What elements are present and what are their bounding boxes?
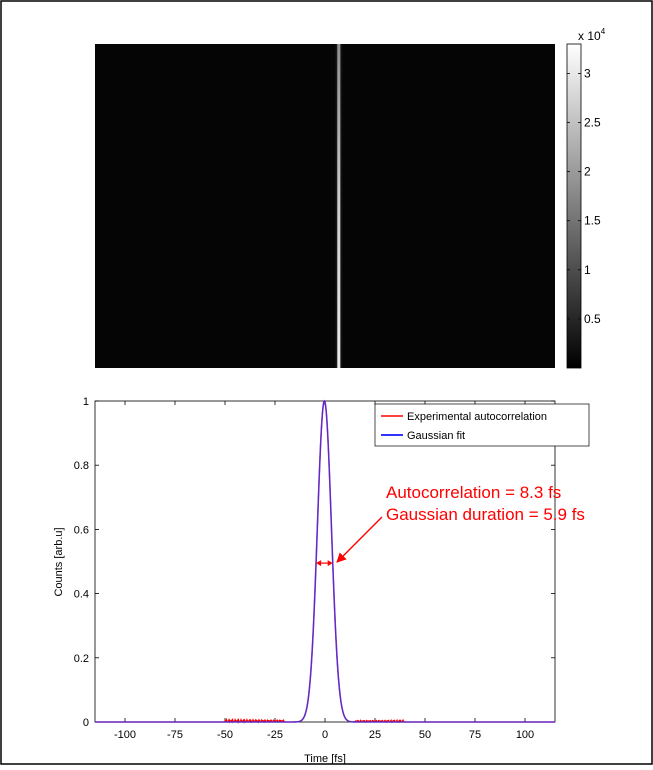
x-axis-label: Time [fs] bbox=[304, 753, 346, 765]
fwhm-marker-right-head bbox=[327, 560, 333, 567]
x-tick-label: 100 bbox=[516, 729, 534, 741]
x-tick-label: -25 bbox=[267, 729, 283, 741]
y-tick-label: 0 bbox=[83, 717, 89, 729]
y-tick-label: 1 bbox=[83, 396, 89, 408]
legend-label-gaussian: Gaussian fit bbox=[407, 430, 465, 442]
legend-label-experimental: Experimental autocorrelation bbox=[407, 411, 547, 423]
colorbar-tick-label: 3 bbox=[584, 66, 591, 80]
x-tick-label: -75 bbox=[167, 729, 183, 741]
x-tick-label: -100 bbox=[114, 729, 136, 741]
colorbar-tick-label: 2 bbox=[584, 165, 591, 179]
colorbar-gradient bbox=[566, 43, 582, 369]
y-tick-label: 0.8 bbox=[74, 460, 89, 472]
heatmap-image bbox=[95, 44, 555, 368]
y-tick-label: 0.6 bbox=[74, 524, 89, 536]
heatmap-line-core bbox=[337, 44, 341, 368]
colorbar-tick-label: 1.5 bbox=[584, 214, 601, 228]
colorbar-exponent: x 104 bbox=[578, 27, 606, 43]
legend: Experimental autocorrelation Gaussian fi… bbox=[374, 403, 590, 447]
y-tick-label: 0.2 bbox=[74, 653, 89, 665]
colorbar-tick-label: 0.5 bbox=[584, 312, 601, 326]
colorbar: 0.5 1 1.5 2 2.5 3 x 104 bbox=[566, 27, 606, 369]
x-tick-label: 50 bbox=[419, 729, 431, 741]
x-tick-label: 75 bbox=[469, 729, 481, 741]
line-chart: -100 -75 -50 -25 0 25 50 75 100 0 0.2 0.4 0.6 0.8 1 Au… bbox=[53, 396, 590, 765]
x-tick-label: 25 bbox=[369, 729, 381, 741]
colorbar-tick-label: 1 bbox=[584, 263, 591, 277]
plot-area bbox=[94, 400, 556, 723]
y-tick-label: 0.4 bbox=[74, 589, 89, 601]
x-tick-label: 0 bbox=[322, 729, 328, 741]
x-tick-label: -50 bbox=[217, 729, 233, 741]
legend-box bbox=[374, 403, 590, 447]
colorbar-tick-label: 2.5 bbox=[584, 116, 601, 130]
annotation-arrow bbox=[336, 516, 383, 563]
y-axis-label: Counts [arb.u] bbox=[53, 527, 65, 596]
annotation-gaussian-duration: Gaussian duration = 5.9 fs bbox=[386, 505, 585, 524]
annotation-autocorrelation: Autocorrelation = 8.3 fs bbox=[386, 483, 561, 502]
series-gaussian bbox=[95, 399, 555, 723]
fwhm-marker-left-head bbox=[316, 560, 322, 567]
heatmap-chart bbox=[95, 44, 555, 368]
heatmap-bright-line bbox=[333, 44, 344, 368]
